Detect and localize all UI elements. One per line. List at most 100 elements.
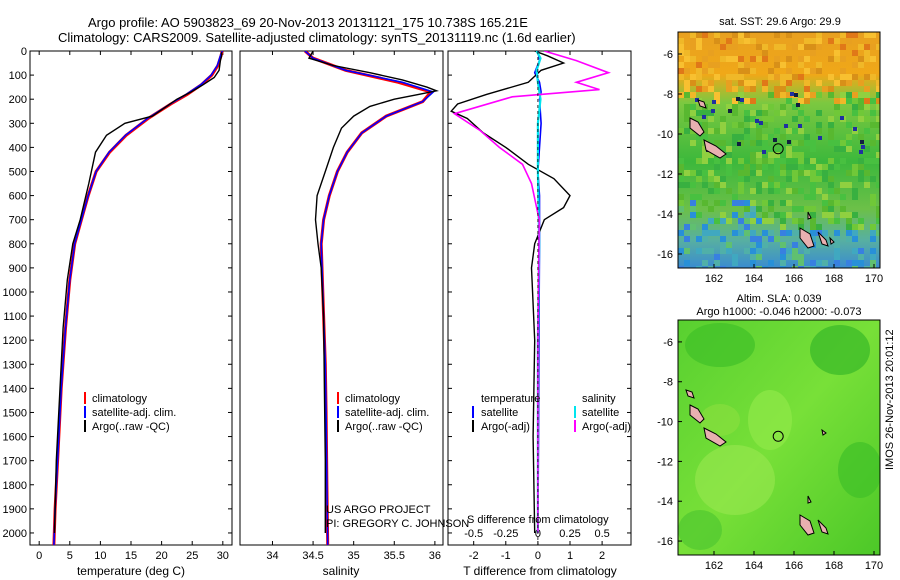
sst-cell — [786, 176, 792, 182]
sst-cell — [774, 152, 780, 158]
sst-cell — [864, 104, 870, 110]
sst-cell — [738, 182, 744, 188]
sst-cell — [852, 248, 858, 254]
sst-cell — [738, 56, 744, 62]
sla-map-subtitle: Argo h1000: -0.046 h2000: -0.073 — [696, 306, 861, 318]
legend-label-t-satellite: satellite — [481, 407, 518, 419]
sla-map-frame — [677, 319, 881, 556]
s-tick-label: 0.25 — [559, 528, 580, 540]
sst-cell — [798, 110, 804, 116]
island-shape — [703, 139, 727, 159]
sst-cell — [852, 170, 858, 176]
sst-cell — [750, 206, 756, 212]
sla-blob — [695, 445, 775, 515]
sst-cell — [678, 200, 684, 206]
sst-cell — [708, 62, 714, 68]
x-tick-label: 15 — [125, 550, 137, 562]
sst-cell — [744, 218, 750, 224]
sst-cell — [678, 248, 684, 254]
s-tick-label: 0.5 — [594, 528, 609, 540]
sst-dark-cell — [736, 97, 740, 101]
x-tick-label: 5 — [67, 550, 73, 562]
sst-cell — [708, 218, 714, 224]
sst-cell — [750, 98, 756, 104]
x-tick-label: 1 — [567, 550, 573, 562]
sst-cell — [732, 260, 738, 266]
sst-cell — [822, 200, 828, 206]
sst-dark-cell — [796, 103, 800, 107]
sst-cell — [834, 230, 840, 236]
sst-cell — [750, 230, 756, 236]
sst-cell — [744, 98, 750, 104]
sst-cell — [756, 128, 762, 134]
sst-cell — [732, 254, 738, 260]
sst-cell — [804, 68, 810, 74]
sst-cell — [744, 86, 750, 92]
sst-dark-cell — [740, 98, 744, 102]
sst-cell — [846, 74, 852, 80]
depth-tick-label: 1900 — [3, 504, 27, 516]
sst-cell — [846, 260, 852, 266]
sst-cell — [702, 158, 708, 164]
sst-cell — [708, 80, 714, 86]
sst-cell — [774, 92, 780, 98]
sst-cell — [864, 128, 870, 134]
t-difference-axis-label: T difference from climatology — [463, 564, 617, 578]
sst-cell — [702, 200, 708, 206]
sst-cell — [714, 254, 720, 260]
sst-cell — [756, 218, 762, 224]
sst-cell — [696, 68, 702, 74]
sst-cell — [876, 152, 880, 158]
sst-cell — [726, 188, 732, 194]
map-x-tick-label: 162 — [705, 273, 723, 285]
sst-dark-cell — [784, 124, 788, 128]
sst-cell — [744, 32, 750, 38]
sst-cell — [786, 230, 792, 236]
depth-tick-label: 200 — [9, 94, 27, 106]
sst-cell — [738, 230, 744, 236]
sst-cell — [738, 224, 744, 230]
sst-cell — [792, 98, 798, 104]
sst-cell — [846, 236, 852, 242]
sst-cell — [786, 200, 792, 206]
sst-cell — [696, 212, 702, 218]
sst-cell — [726, 248, 732, 254]
sst-cell — [696, 44, 702, 50]
sst-cell — [876, 218, 880, 224]
sst-cell — [798, 74, 804, 80]
sst-cell — [702, 248, 708, 254]
series-group — [52, 51, 224, 545]
island-shape — [807, 211, 812, 220]
sst-cell — [690, 224, 696, 230]
sst-cell — [852, 224, 858, 230]
sst-cell — [858, 44, 864, 50]
sst-cell — [876, 158, 880, 164]
sst-cell — [792, 116, 798, 122]
sst-cell — [840, 74, 846, 80]
sst-cell — [786, 80, 792, 86]
sla-blob — [748, 390, 792, 450]
sst-cell — [876, 104, 880, 110]
sst-cell — [690, 212, 696, 218]
sst-cell — [726, 56, 732, 62]
island-shape — [799, 227, 815, 249]
sst-cell — [810, 182, 816, 188]
sst-cell — [744, 38, 750, 44]
sst-cell — [804, 134, 810, 140]
sst-cell — [714, 98, 720, 104]
sst-dark-cell — [790, 92, 794, 96]
legend-label-satellite: satellite-adj. clim. — [345, 407, 429, 419]
sst-cell — [714, 260, 720, 266]
depth-tick-label: 1700 — [3, 456, 27, 468]
sst-dark-cell — [818, 136, 822, 140]
sst-cell — [690, 38, 696, 44]
sst-cell — [858, 56, 864, 62]
sst-cell — [684, 260, 690, 266]
sst-cell — [678, 92, 684, 98]
sst-cell — [810, 194, 816, 200]
sst-cell — [852, 236, 858, 242]
sst-cell — [870, 224, 876, 230]
sst-cell — [852, 230, 858, 236]
sst-cell — [840, 44, 846, 50]
